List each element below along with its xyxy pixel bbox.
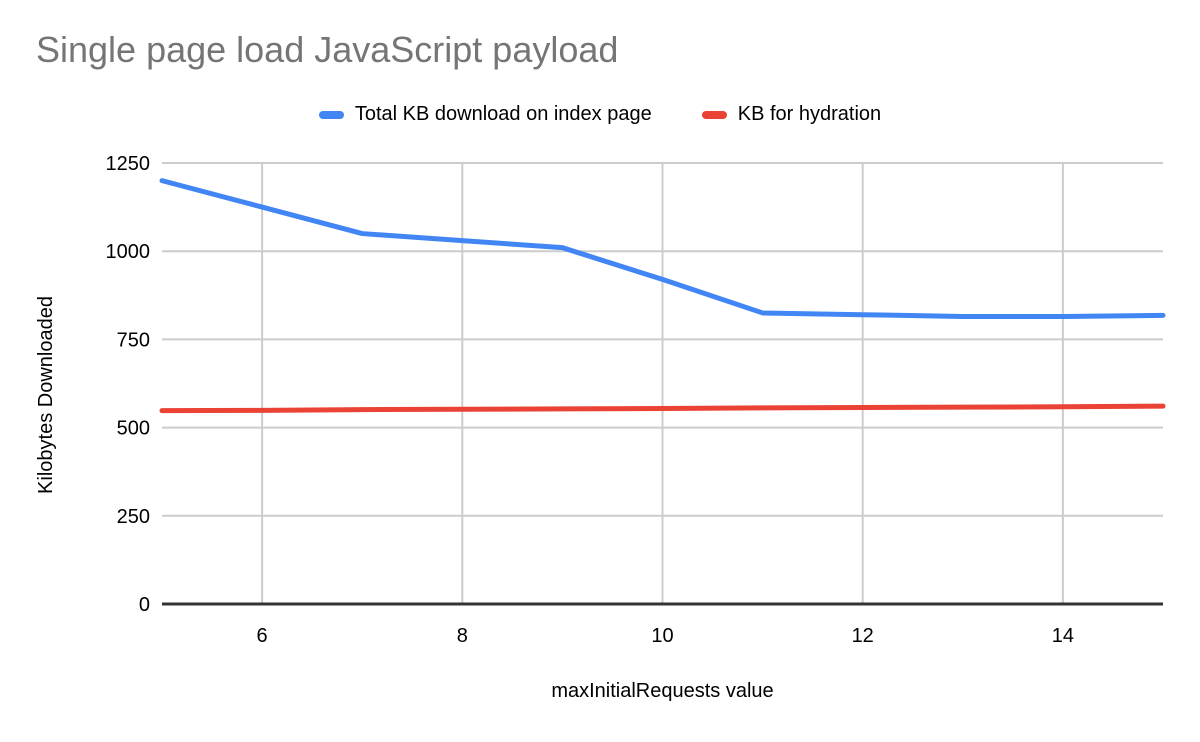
legend-swatch-red [701, 110, 727, 119]
chart-legend: Total KB download on index page KB for h… [0, 103, 1200, 126]
x-tick-label-6: 6 [257, 625, 268, 647]
y-tick-label-0: 0 [139, 594, 150, 616]
x-tick-label-10: 10 [651, 625, 673, 647]
y-axis-title: Kilobytes Downloaded [35, 296, 57, 494]
legend-item-hydration: KB for hydration [701, 103, 882, 126]
legend-item-total-kb: Total KB download on index page [318, 103, 652, 126]
y-tick-label-1000: 1000 [106, 241, 151, 263]
x-tick-label-14: 14 [1052, 625, 1074, 647]
y-tick-label-250: 250 [117, 506, 150, 528]
legend-swatch-blue [318, 110, 344, 119]
series-line-total-kb [159, 178, 1166, 319]
legend-label-total-kb: Total KB download on index page [354, 103, 652, 125]
x-tick-label-12: 12 [852, 625, 874, 647]
chart-title: Single page load JavaScript payload [36, 29, 619, 70]
x-tick-label-8: 8 [457, 625, 468, 647]
x-axis-title: maxInitialRequests value [551, 680, 773, 702]
y-tick-label-500: 500 [117, 418, 150, 440]
y-tick-label-750: 750 [117, 329, 150, 351]
legend-label-hydration: KB for hydration [737, 103, 882, 125]
series-line-hydration [159, 403, 1166, 414]
y-tick-label-1250: 1250 [106, 153, 151, 175]
